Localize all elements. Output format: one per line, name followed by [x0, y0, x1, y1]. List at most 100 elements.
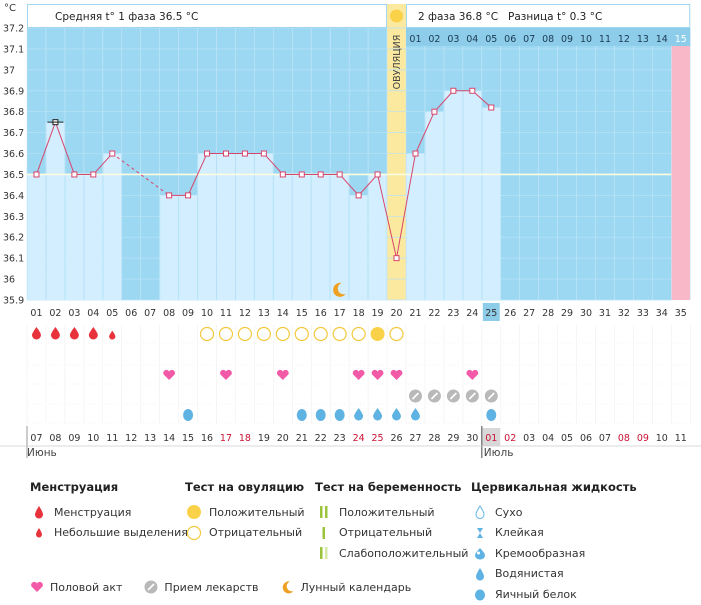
small-blood-drop-icon: [30, 527, 48, 538]
cycle-day-label: 12: [239, 308, 251, 319]
blood-drop-icon: [69, 327, 79, 340]
blood-drop-icon: [30, 505, 48, 519]
y-tick-label: 36: [3, 275, 15, 286]
calendar-date-label: 20: [277, 433, 289, 444]
temperature-bar: [311, 174, 330, 300]
temperature-bar: [27, 174, 46, 300]
small-blood-drop-icon: [109, 330, 116, 340]
calendar-date-label: 24: [353, 433, 365, 444]
ovulation-positive-icon: [185, 504, 203, 520]
phase2-day-label: 03: [447, 34, 459, 45]
cycle-day-label: 19: [372, 308, 384, 319]
calendar-date-label: 27: [409, 433, 421, 444]
watery-icon: [373, 408, 383, 421]
y-tick-label: 36.3: [3, 212, 24, 223]
temperature-line: [339, 174, 359, 196]
temperature-point: [90, 171, 97, 178]
temperature-point: [336, 171, 343, 178]
temperature-line: [434, 90, 454, 113]
phase2-day-label: 08: [542, 34, 554, 45]
legend-ovulation-positive: Положительный: [209, 505, 305, 519]
ovulation-negative-icon: [275, 326, 290, 342]
calendar-date-label: 29: [447, 433, 459, 444]
cycle-day-label: 23: [447, 308, 459, 319]
cycle-day-label: 08: [163, 308, 175, 319]
phase2-day-label: 09: [561, 34, 573, 45]
temperature-bar: [235, 153, 254, 300]
y-tick-label: 36.1: [3, 254, 24, 265]
ovulation-negative-icon: [313, 326, 328, 342]
ovulation-column: [387, 4, 406, 300]
calendar-date-label: 21: [296, 433, 308, 444]
cycle-day-label: 32: [618, 308, 630, 319]
cycle-day-label: 20: [390, 308, 402, 319]
temperature-line: [36, 121, 56, 175]
cycle-day-label: 31: [599, 308, 611, 319]
heart-icon: [276, 369, 289, 380]
ovulation-negative-icon: [185, 525, 203, 541]
cycle-day-label: 27: [523, 308, 535, 319]
cycle-day-label: 14: [277, 308, 289, 319]
eggwhite-icon: [334, 409, 345, 421]
temperature-point: [412, 150, 419, 157]
calendar-date-label: 19: [258, 433, 270, 444]
heart-icon: [163, 369, 176, 380]
ovulation-negative-icon: [389, 326, 404, 342]
legend-menstruation: Менструация Менструация Небольшие выделе…: [30, 480, 188, 543]
cycle-day-label: 11: [220, 308, 232, 319]
sticky-icon: [471, 526, 489, 540]
eggwhite-icon: [315, 409, 326, 421]
phase2-day-label: 14: [656, 34, 668, 45]
legend-moon: Лунный календарь: [300, 580, 412, 594]
cycle-day-label: 30: [580, 308, 592, 319]
calendar-date-label: 08: [49, 433, 61, 444]
temperature-line: [54, 121, 75, 175]
phase2-day-label: 06: [504, 34, 516, 45]
y-tick-label: 37.1: [3, 44, 24, 55]
phase2-day-label: 12: [618, 34, 630, 45]
watery-icon: [471, 567, 489, 581]
temperature-bar: [46, 122, 65, 301]
phase2-day-label: 02: [428, 34, 440, 45]
phase2-day-label: 01: [409, 34, 421, 45]
temperature-bar: [65, 174, 84, 300]
temperature-point: [374, 171, 381, 178]
temperature-bar: [198, 153, 216, 300]
temperature-point: [222, 150, 229, 157]
calendar-date-label: 28: [428, 433, 440, 444]
temperature-bar: [444, 90, 463, 301]
temperature-bar: [292, 174, 311, 300]
temperature-bar: [103, 153, 122, 300]
pregnancy-negative-icon: [315, 526, 333, 540]
legend-ovulation-test-title: Тест на овуляцию: [185, 480, 305, 494]
temperature-bar: [368, 174, 387, 300]
temperature-line: [396, 153, 416, 259]
temperature-bar: [217, 153, 235, 300]
heart-icon: [466, 369, 479, 380]
blood-drop-icon: [50, 327, 60, 340]
y-tick-label: 37.2: [3, 24, 24, 35]
ovulation-negative-icon: [237, 326, 253, 342]
temperature-point: [488, 104, 495, 111]
calendar-date-label: 02: [504, 433, 516, 444]
pill-icon-mark: [468, 392, 476, 400]
temperature-line: [377, 174, 398, 259]
month-label: Июнь: [27, 447, 57, 459]
ovulation-negative-icon: [351, 326, 366, 342]
cycle-day-label: 09: [182, 308, 194, 319]
header-phase1-box: [27, 4, 388, 28]
y-tick-label: 36.7: [3, 128, 24, 139]
calendar-date-label: 10: [87, 433, 99, 444]
calendar-date-label: 22: [315, 433, 327, 444]
blood-drop-icon: [31, 327, 41, 340]
calendar-date-label: 23: [334, 433, 346, 444]
cycle-day-label: 35: [675, 308, 687, 319]
temperature-point: [185, 192, 192, 199]
cycle-day-label: 13: [258, 308, 270, 319]
temperature-bar: [254, 153, 273, 300]
legend-mucus-watery: Водянистая: [495, 567, 564, 581]
phase2-day-label: 13: [637, 34, 649, 45]
cycle-day-label: 07: [144, 308, 156, 319]
legend-mucus-title: Цервикальная жидкость: [471, 480, 637, 494]
y-tick-label: 36.4: [3, 191, 24, 202]
